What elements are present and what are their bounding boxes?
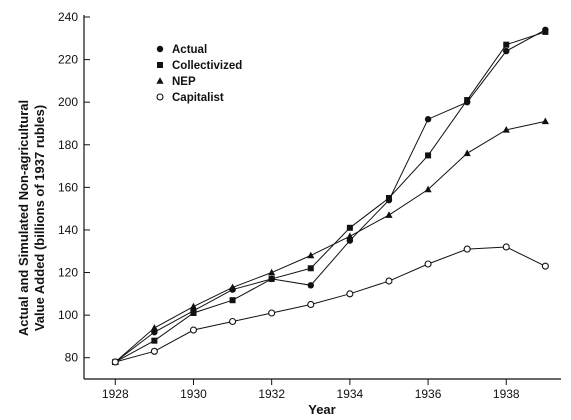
x-tick-label: 1930 bbox=[180, 387, 207, 401]
data-point-collectivized bbox=[268, 275, 275, 282]
data-point-collectivized bbox=[542, 28, 549, 35]
legend-label-collectivized: Collectivized bbox=[172, 60, 242, 72]
y-tick-label: 120 bbox=[58, 266, 78, 280]
y-axis-title: Actual and Simulated Non-agricultural Va… bbox=[16, 100, 47, 336]
y-tick-label: 100 bbox=[58, 308, 78, 322]
legend-item-capitalist: Capitalist bbox=[156, 92, 224, 104]
legend-label-actual: Actual bbox=[172, 44, 207, 56]
legend-item-nep: NEP bbox=[156, 76, 196, 88]
x-tick-label: 1932 bbox=[258, 387, 285, 401]
data-point-nep bbox=[424, 185, 432, 193]
legend-label-capitalist: Capitalist bbox=[172, 92, 224, 104]
data-point-collectivized bbox=[385, 195, 392, 201]
axes bbox=[83, 15, 561, 380]
series-line-capitalist bbox=[115, 246, 546, 363]
data-point-capitalist bbox=[346, 290, 354, 298]
data-point-nep bbox=[307, 251, 315, 259]
y-tick-label: 200 bbox=[58, 95, 78, 109]
y-tick-label: 220 bbox=[58, 53, 78, 67]
y-tick-label: 180 bbox=[58, 138, 78, 152]
legend-marker-capitalist bbox=[156, 93, 164, 101]
data-point-nep bbox=[541, 117, 549, 125]
data-point-capitalist bbox=[150, 347, 158, 355]
x-tick-label: 1934 bbox=[337, 387, 364, 401]
series-line-collectivized bbox=[115, 31, 546, 363]
data-point-nep bbox=[228, 283, 237, 291]
data-point-capitalist bbox=[385, 277, 393, 285]
x-tick-label: 1936 bbox=[415, 387, 442, 401]
series-layer bbox=[111, 26, 549, 366]
data-point-capitalist bbox=[229, 317, 237, 326]
data-point-actual bbox=[307, 282, 314, 289]
data-point-capitalist bbox=[268, 309, 276, 317]
data-point-nep bbox=[150, 324, 158, 331]
data-point-collectivized bbox=[425, 152, 432, 159]
data-point-nep bbox=[463, 149, 471, 157]
y-ticks: 80 100 120 140 160 180 200 220 240 bbox=[58, 10, 90, 365]
data-point-collectivized bbox=[229, 297, 236, 304]
data-point-collectivized bbox=[503, 41, 510, 48]
x-tick-label: 1928 bbox=[102, 387, 129, 401]
x-tick-label: 1938 bbox=[493, 387, 520, 401]
series-line-actual bbox=[114, 29, 546, 363]
data-point-capitalist bbox=[463, 245, 471, 253]
data-point-collectivized bbox=[346, 224, 353, 231]
data-point-actual bbox=[424, 116, 432, 123]
data-point-collectivized bbox=[464, 97, 471, 104]
y-tick-label: 160 bbox=[58, 180, 78, 194]
data-point-capitalist bbox=[111, 358, 119, 366]
data-point-capitalist bbox=[424, 260, 432, 268]
data-point-nep bbox=[268, 268, 276, 276]
legend: Actual Collectivized NEP Capitalist bbox=[156, 44, 242, 104]
legend-item-collectivized: Collectivized bbox=[157, 60, 242, 72]
data-point-nep bbox=[346, 232, 354, 240]
legend-item-actual: Actual bbox=[156, 44, 207, 56]
series-nep bbox=[111, 117, 549, 365]
data-point-capitalist bbox=[307, 300, 315, 309]
legend-marker-collectivized bbox=[157, 62, 163, 68]
data-point-actual bbox=[503, 47, 510, 55]
series-line-nep bbox=[114, 120, 546, 363]
legend-marker-actual bbox=[156, 45, 164, 53]
data-point-nep bbox=[189, 302, 198, 310]
data-point-capitalist bbox=[541, 262, 549, 270]
y-tick-label: 240 bbox=[58, 10, 78, 24]
y-tick-label: 140 bbox=[58, 223, 78, 237]
y-axis-title-line-1: Actual and Simulated Non-agricultural bbox=[16, 100, 31, 336]
data-point-collectivized bbox=[151, 337, 158, 344]
legend-label-nep: NEP bbox=[172, 76, 196, 88]
y-axis-title-line-2: Value Added (billions of 1937 rubles) bbox=[32, 105, 47, 331]
data-point-capitalist bbox=[502, 243, 510, 251]
data-point-collectivized bbox=[307, 265, 314, 272]
x-ticks: 1928 1930 1932 1934 1936 1938 bbox=[102, 379, 520, 401]
data-point-capitalist bbox=[189, 326, 198, 334]
series-capitalist bbox=[111, 243, 549, 366]
y-tick-label: 80 bbox=[65, 351, 79, 365]
x-axis-title: Year bbox=[308, 402, 335, 417]
legend-marker-nep bbox=[156, 77, 164, 84]
data-point-nep bbox=[502, 126, 510, 133]
data-point-collectivized bbox=[190, 309, 197, 316]
data-point-nep bbox=[385, 211, 393, 218]
